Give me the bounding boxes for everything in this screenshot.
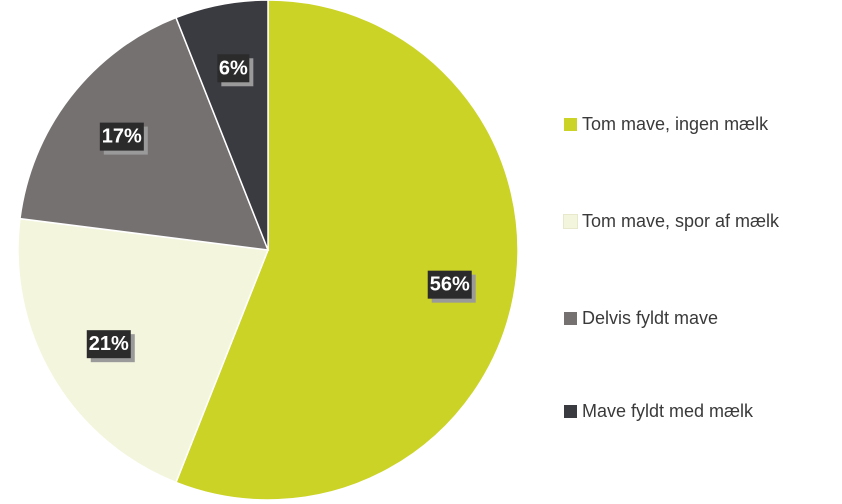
pie-slice-1: [174, 0, 519, 501]
legend-item-tom-mave-ingen-maelk: Tom mave, ingen mælk: [564, 112, 768, 136]
legend-item-tom-mave-spor-af-maelk: Tom mave, spor af mælk: [563, 209, 780, 233]
data-label-background: [217, 54, 250, 83]
data-label-text: 6%: [219, 57, 248, 79]
data-label-text: 17%: [102, 126, 142, 148]
legend-swatch: [563, 213, 578, 229]
legend-label: Mave fyldt med mælk: [582, 400, 754, 421]
legend-item-mave-fyldt-med-maelk: Mave fyldt med mælk: [564, 399, 753, 423]
pie-slice-2: [17, 217, 270, 484]
legend-swatch: [564, 404, 577, 418]
legend-label: Tom mave, ingen mælk: [582, 113, 769, 134]
data-label-4: 6%: [217, 54, 254, 87]
data-label-background: [99, 122, 144, 151]
data-label-text: 21%: [89, 333, 129, 355]
data-label-1: 56%: [427, 270, 476, 303]
pie-slices: [17, 0, 519, 501]
legend-label: Delvis fyldt mave: [582, 307, 719, 328]
data-label-text: 56%: [430, 274, 470, 296]
legend-swatch: [564, 311, 577, 325]
legend-label: Tom mave, spor af mælk: [582, 210, 780, 231]
data-label-3: 17%: [99, 122, 148, 155]
data-label-background: [86, 330, 131, 359]
data-label-background: [427, 270, 472, 299]
legend-item-delvis-fyldt-mave: Delvis fyldt mave: [564, 306, 718, 330]
pie-data-labels: 56% 21% 17% 6%: [86, 54, 476, 363]
data-label-2: 21%: [86, 330, 135, 363]
legend-swatch: [564, 117, 577, 131]
